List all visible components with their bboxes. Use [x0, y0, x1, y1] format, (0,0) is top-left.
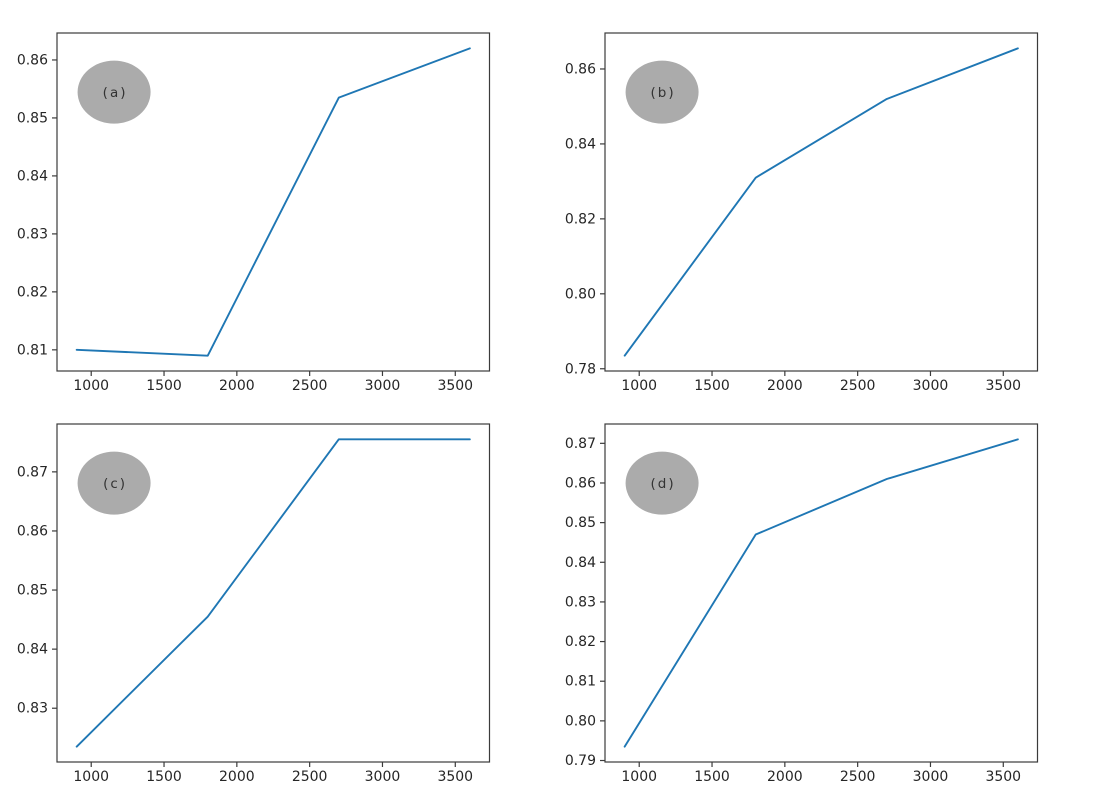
panel-label: (c) — [103, 476, 127, 492]
y-tick-label: 0.79 — [565, 753, 596, 769]
y-tick-label: 0.82 — [565, 634, 596, 650]
y-tick-label: 0.87 — [565, 436, 596, 452]
x-tick-label: 1500 — [694, 769, 730, 785]
x-tick-label: 3000 — [365, 769, 401, 785]
x-tick-label: 2000 — [767, 769, 803, 785]
x-tick-label: 1500 — [146, 769, 182, 785]
x-tick-label: 2500 — [292, 378, 328, 394]
y-axis: 0.81 0.82 0.83 0.84 0.85 0.86 — [17, 52, 57, 358]
y-tick-label: 0.85 — [17, 583, 48, 599]
x-tick-label: 3000 — [365, 378, 401, 394]
y-axis: 0.83 0.84 0.85 0.86 0.87 — [17, 464, 57, 717]
y-tick-label: 0.86 — [565, 475, 596, 491]
y-axis: 0.79 0.80 0.81 0.82 0.83 0.84 0.85 0.86 0.87 — [565, 436, 605, 769]
y-tick-label: 0.81 — [17, 342, 48, 358]
y-tick-label: 0.84 — [17, 642, 48, 658]
y-tick-label: 0.81 — [565, 674, 596, 690]
subplot-d: 1000 1500 2000 2500 3000 3500 0.79 0.80 0.81 0.82… — [565, 423, 1039, 785]
x-tick-label: 3500 — [437, 769, 473, 785]
x-axis: 1000 1500 2000 2500 3000 3500 — [73, 762, 473, 785]
y-tick-label: 0.83 — [17, 701, 48, 717]
series-line — [75, 438, 471, 748]
subplot-b: 1000 1500 2000 2500 3000 3500 0.78 0.80 0.82 0.84… — [565, 32, 1039, 394]
x-axis: 1000 1500 2000 2500 3000 3500 — [621, 371, 1021, 394]
y-tick-label: 0.87 — [17, 464, 48, 480]
x-axis: 1000 1500 2000 2500 3000 3500 — [621, 762, 1021, 785]
subplot-a: 1000 1500 2000 2500 3000 3500 0.81 0.82 0.83 0.84… — [17, 32, 491, 394]
x-tick-label: 1500 — [146, 378, 182, 394]
y-tick-label: 0.86 — [565, 61, 596, 77]
series-line — [623, 438, 1019, 748]
subplot-c: 1000 1500 2000 2500 3000 3500 0.83 0.84 0.85 0.86… — [17, 423, 491, 785]
x-tick-label: 3500 — [437, 378, 473, 394]
x-tick-label: 1000 — [73, 769, 109, 785]
x-tick-label: 2500 — [292, 769, 328, 785]
panel-badge-ellipse — [625, 451, 699, 515]
x-tick-label: 1500 — [694, 378, 730, 394]
series-line — [623, 47, 1019, 357]
y-tick-label: 0.83 — [565, 594, 596, 610]
y-tick-label: 0.84 — [565, 555, 596, 571]
y-tick-label: 0.85 — [565, 515, 596, 531]
y-tick-label: 0.82 — [17, 284, 48, 300]
panel-label: (d) — [651, 476, 676, 492]
x-tick-label: 2500 — [840, 378, 876, 394]
x-tick-label: 2000 — [219, 378, 255, 394]
plot-border — [604, 32, 1039, 372]
x-tick-label: 2000 — [219, 769, 255, 785]
plot-border — [56, 423, 491, 763]
y-tick-label: 0.86 — [17, 523, 48, 539]
y-axis: 0.78 0.80 0.82 0.84 0.86 — [565, 61, 605, 377]
x-tick-label: 3000 — [913, 378, 949, 394]
x-tick-label: 3500 — [985, 378, 1021, 394]
x-tick-label: 2000 — [767, 378, 803, 394]
panel-label: (a) — [103, 85, 128, 101]
y-tick-label: 0.78 — [565, 361, 596, 377]
y-tick-label: 0.84 — [17, 168, 48, 184]
y-tick-label: 0.82 — [565, 211, 596, 227]
x-tick-label: 3500 — [985, 769, 1021, 785]
x-axis: 1000 1500 2000 2500 3000 3500 — [73, 371, 473, 394]
x-tick-label: 1000 — [73, 378, 109, 394]
x-tick-label: 2500 — [840, 769, 876, 785]
series-line — [75, 47, 471, 357]
y-tick-label: 0.86 — [17, 52, 48, 68]
y-tick-label: 0.80 — [565, 286, 596, 302]
plot-border — [604, 423, 1039, 763]
x-tick-label: 1000 — [621, 378, 657, 394]
panel-badge-ellipse — [77, 451, 151, 515]
panel-badge-ellipse — [625, 60, 699, 124]
x-tick-label: 1000 — [621, 769, 657, 785]
y-tick-label: 0.80 — [565, 713, 596, 729]
panel-label: (b) — [651, 85, 676, 101]
y-tick-label: 0.83 — [17, 226, 48, 242]
panel-badge-ellipse — [77, 60, 151, 124]
y-tick-label: 0.84 — [565, 136, 596, 152]
y-tick-label: 0.85 — [17, 110, 48, 126]
plot-border — [56, 32, 491, 372]
x-tick-label: 3000 — [913, 769, 949, 785]
